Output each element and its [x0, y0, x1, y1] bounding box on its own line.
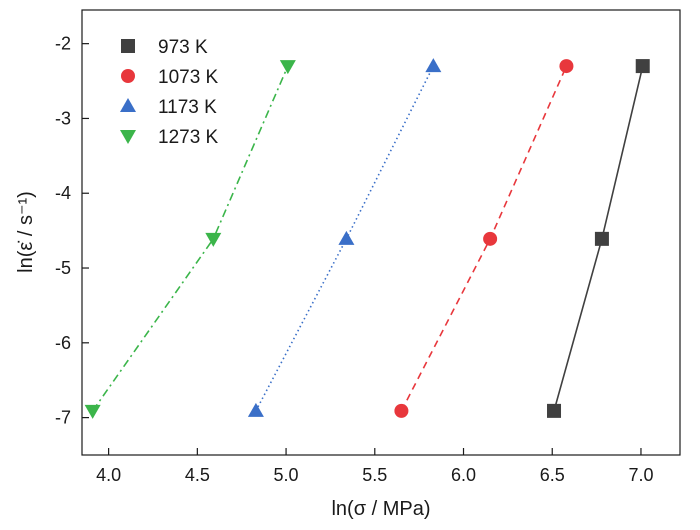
y-tick-label: -5	[55, 258, 71, 278]
y-tick-label: -7	[55, 408, 71, 428]
x-tick-label: 6.0	[451, 465, 476, 485]
y-tick-label: -4	[55, 183, 71, 203]
data-point	[247, 402, 264, 417]
x-tick-label: 4.5	[185, 465, 210, 485]
data-point	[84, 404, 101, 419]
data-point	[635, 59, 650, 74]
legend-label: 973 K	[158, 37, 208, 58]
x-tick-label: 7.0	[628, 465, 653, 485]
y-tick-label: -2	[55, 34, 71, 54]
x-axis-title: ln(σ / MPa)	[331, 498, 430, 520]
x-axis: 4.0 4.5 5.0 5.5 6.0 6.5 7.0	[96, 448, 653, 485]
x-tick-label: 6.5	[540, 465, 565, 485]
legend-marker	[121, 39, 135, 53]
x-tick-label: 4.0	[96, 465, 121, 485]
data-point	[425, 58, 442, 73]
data-point	[483, 231, 498, 246]
legend-label: 1073 K	[158, 67, 219, 88]
y-axis-title: ln(ε̇ / s⁻¹)	[15, 191, 37, 273]
x-tick-label: 5.5	[362, 465, 387, 485]
legend-marker	[121, 69, 135, 83]
data-point	[279, 60, 296, 75]
y-tick-label: -3	[55, 108, 71, 128]
data-point	[205, 232, 222, 247]
y-tick-label: -6	[55, 333, 71, 353]
data-points	[84, 58, 650, 419]
y-axis: -2 -3 -4 -5 -6 -7	[55, 34, 89, 428]
legend: 973 K 1073 K 1173 K 1273 K	[120, 37, 219, 148]
plot-frame	[81, 9, 681, 456]
x-tick-label: 5.0	[274, 465, 299, 485]
data-point	[594, 231, 609, 246]
data-point	[547, 403, 562, 418]
data-point	[394, 403, 409, 418]
data-point	[559, 59, 574, 74]
legend-label: 1173 K	[158, 97, 217, 118]
data-point	[338, 230, 355, 245]
legend-marker	[120, 98, 136, 112]
legend-marker	[120, 130, 136, 144]
legend-label: 1273 K	[158, 127, 219, 148]
